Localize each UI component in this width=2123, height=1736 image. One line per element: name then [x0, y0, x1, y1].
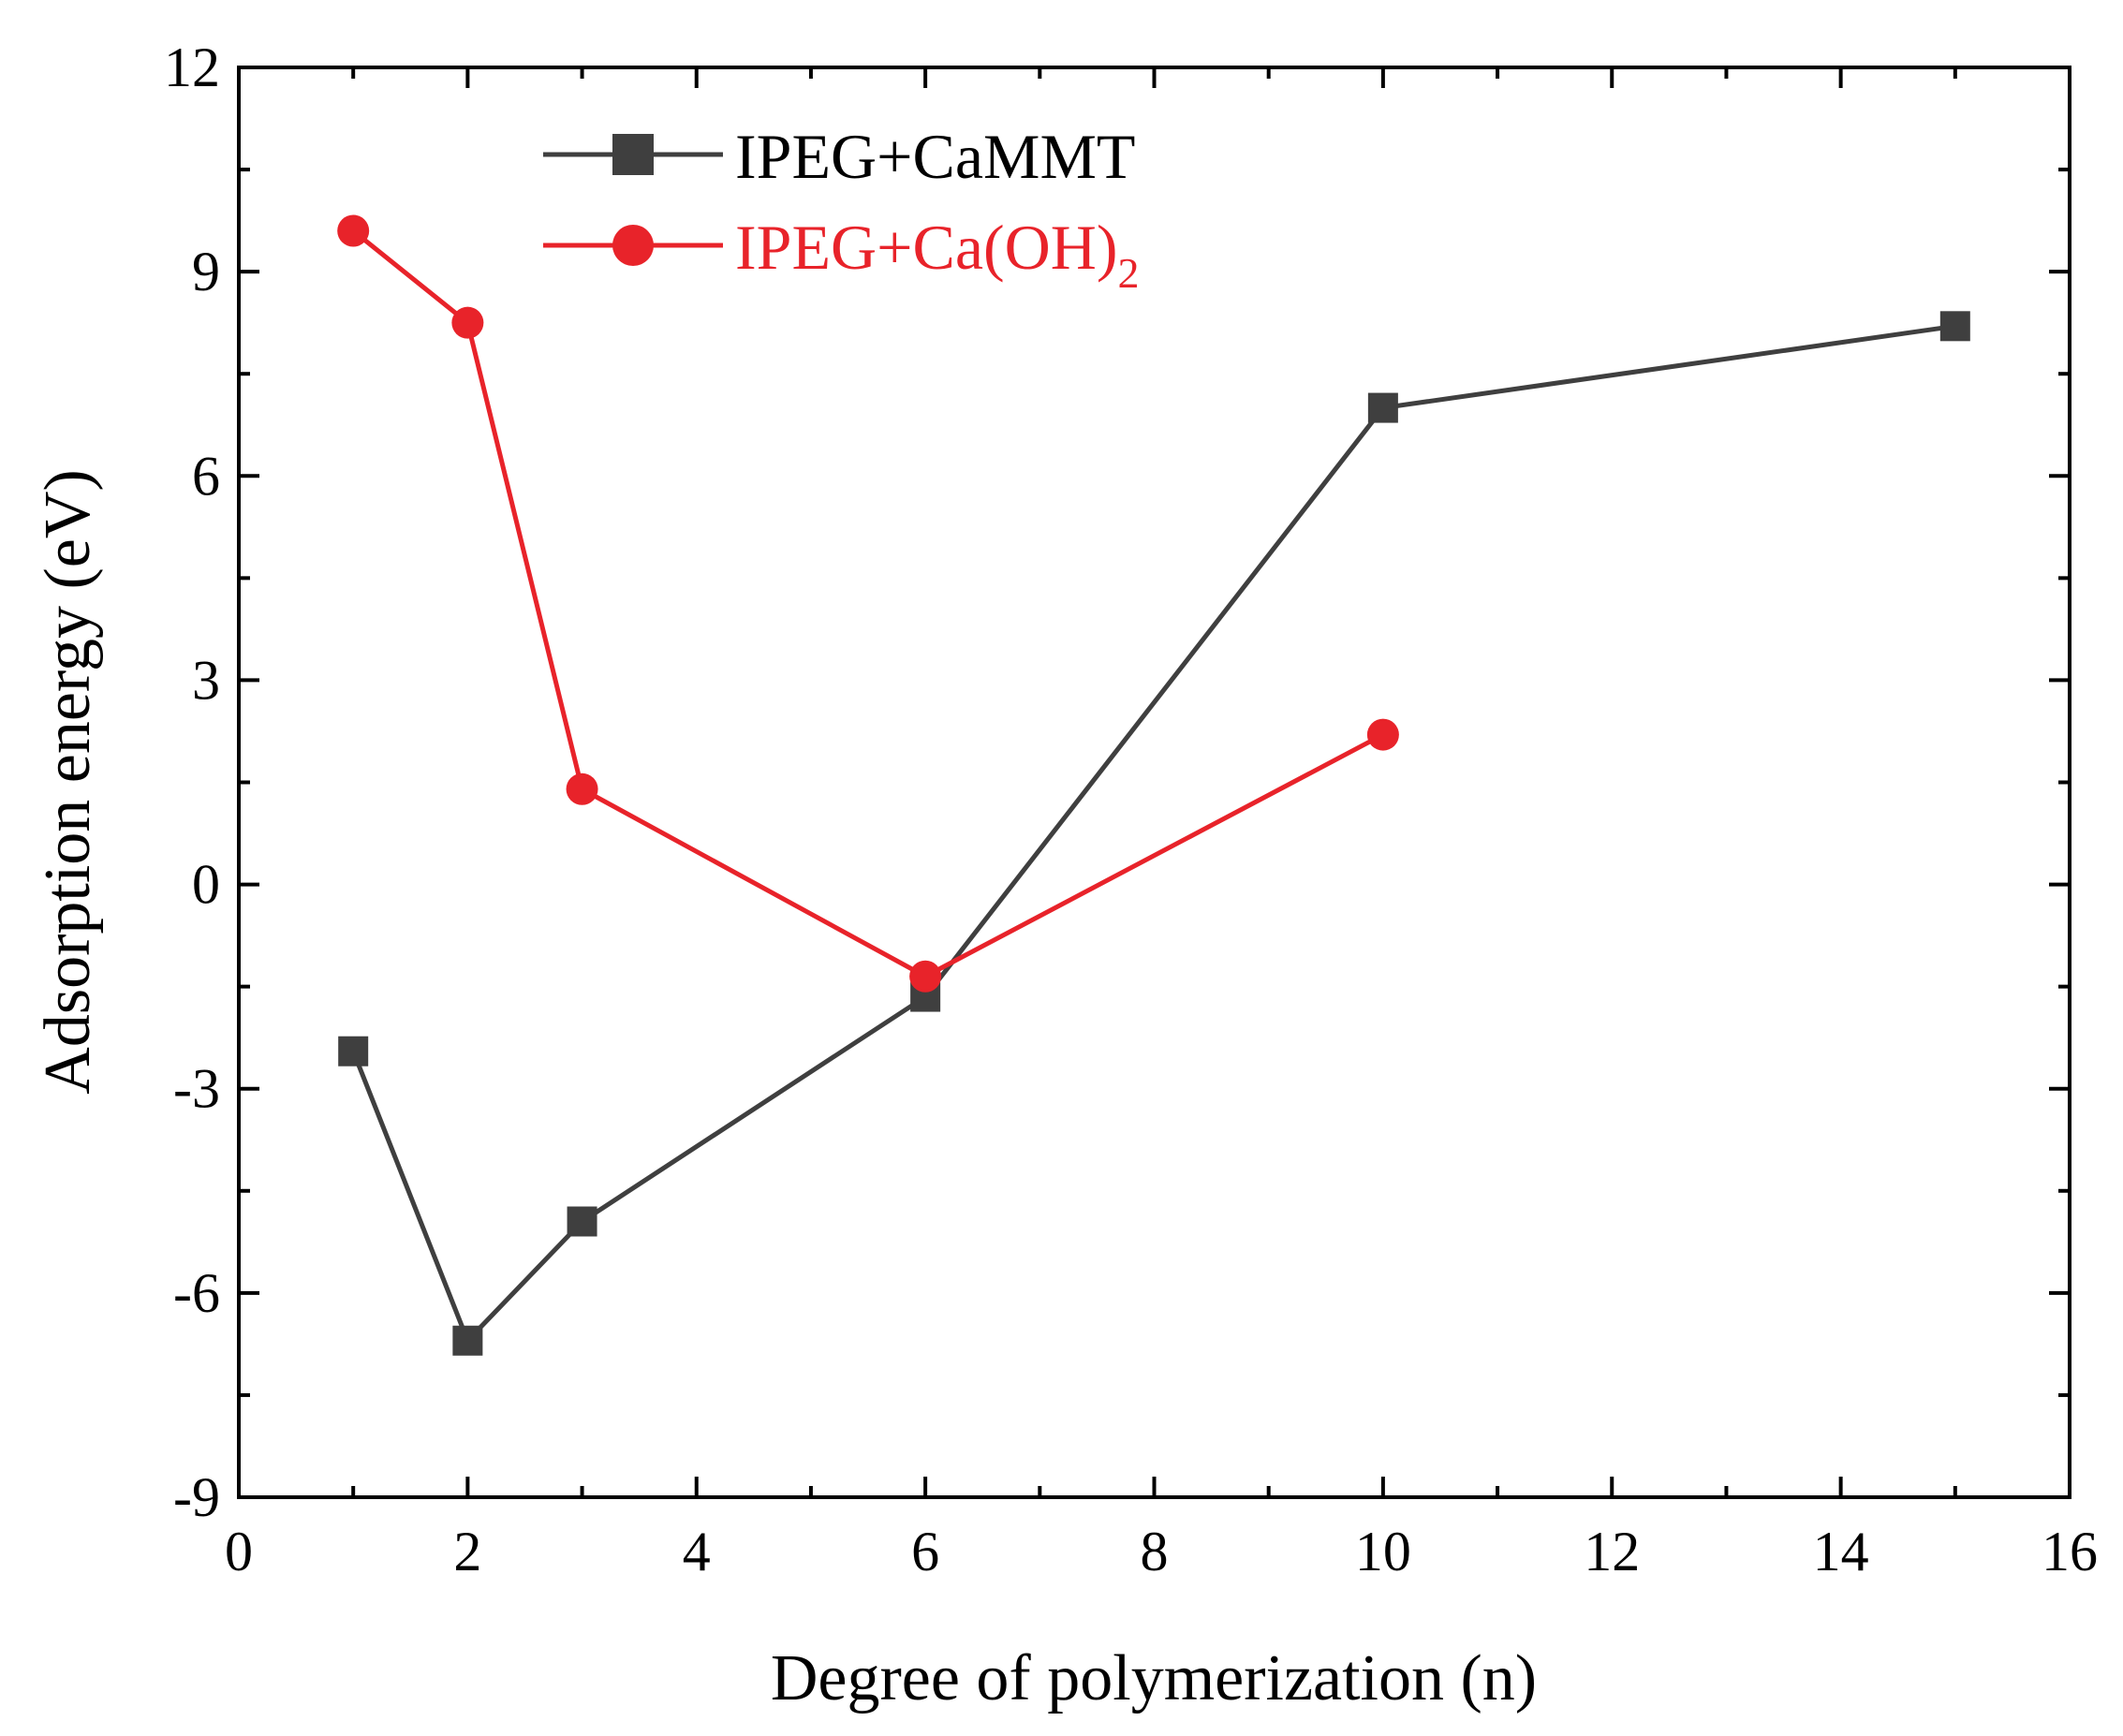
y-tick-label: 0: [192, 854, 220, 916]
data-point: [1939, 311, 1970, 342]
x-tick-label: 14: [1813, 1521, 1869, 1582]
data-point: [1366, 718, 1399, 751]
legend-marker-series-1: [612, 134, 654, 175]
x-tick-label: 12: [1584, 1521, 1640, 1582]
plot-frame: [237, 66, 2071, 1499]
data-point: [338, 1036, 369, 1067]
series-layer: [337, 214, 1970, 1356]
data-point: [909, 960, 942, 993]
data-point: [1367, 392, 1398, 423]
y-tick-label: 12: [164, 37, 220, 98]
series-line: [350, 323, 1956, 1346]
legend-label-series-2-main: IPEG+Ca(OH): [735, 212, 1118, 283]
y-tick-label: -9: [173, 1466, 220, 1528]
y-tick-label: -6: [173, 1262, 220, 1324]
tick-labels: 0 2 4 6 8 10 12 14 16 -9 -6 -3 0 3 6 9 12: [164, 37, 2098, 1582]
x-tick-label: 10: [1355, 1521, 1411, 1582]
x-tick-label: 4: [683, 1521, 711, 1582]
legend: IPEG+CaMMT IPEG+Ca(OH)2: [543, 121, 1140, 297]
x-tick-label: 8: [1141, 1521, 1169, 1582]
x-tick-label: 16: [2042, 1521, 2098, 1582]
x-tick-label: 2: [453, 1521, 481, 1582]
y-tick-label: 9: [192, 241, 220, 302]
y-tick-label: -3: [173, 1058, 220, 1120]
data-point: [452, 1325, 483, 1356]
data-point: [566, 772, 598, 805]
data-point: [337, 214, 370, 247]
axis-ticks: [237, 66, 2071, 1499]
series-1: [338, 311, 1970, 1356]
legend-label-series-1: IPEG+CaMMT: [735, 121, 1135, 192]
y-tick-label: 3: [192, 649, 220, 711]
data-point: [451, 306, 484, 339]
legend-label-series-2-sub: 2: [1118, 249, 1140, 297]
series-2: [337, 214, 1399, 993]
x-tick-label: 0: [225, 1521, 253, 1582]
x-tick-label: 6: [911, 1521, 939, 1582]
y-tick-label: 6: [192, 445, 220, 507]
data-point: [567, 1206, 597, 1237]
x-axis-title: Degree of polymerization (n): [771, 1642, 1537, 1714]
legend-label-series-2: IPEG+Ca(OH)2: [735, 212, 1140, 297]
y-axis-title: Adsorption energy (eV): [32, 469, 104, 1094]
legend-marker-series-2: [612, 225, 654, 266]
